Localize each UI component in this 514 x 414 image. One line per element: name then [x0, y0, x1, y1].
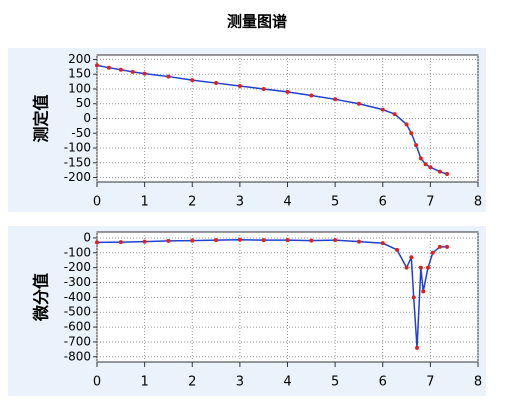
data-point	[333, 238, 338, 243]
x-tick-label: 5	[331, 375, 339, 390]
data-point	[106, 65, 111, 70]
data-point	[421, 289, 426, 294]
data-point	[414, 143, 419, 148]
x-tick-label: 4	[283, 375, 291, 390]
data-point	[142, 71, 147, 76]
y-tick-label: -300	[64, 275, 91, 289]
x-tick-label: 5	[331, 195, 339, 210]
x-tick-label: 3	[236, 375, 244, 390]
data-point	[309, 238, 314, 243]
data-point	[411, 295, 416, 300]
data-point	[95, 240, 99, 245]
x-tick-label: 6	[379, 375, 387, 390]
x-tick-label: 1	[140, 195, 148, 210]
y-axis-label: 微分值	[32, 273, 51, 322]
x-tick-label: 2	[188, 195, 196, 210]
y-tick-label: -100	[64, 141, 91, 155]
data-point	[395, 247, 400, 252]
y-tick-label: -600	[64, 320, 91, 334]
data-point	[333, 97, 338, 102]
data-point	[118, 240, 123, 245]
data-point	[425, 265, 430, 270]
chart-title: 测量图谱	[227, 13, 287, 31]
x-tick-label: 1	[140, 375, 148, 390]
y-tick-label: 50	[76, 96, 91, 110]
x-tick-label: 4	[283, 195, 291, 210]
data-point	[309, 93, 314, 98]
data-point	[380, 241, 385, 246]
data-point	[190, 78, 195, 83]
data-point	[285, 89, 290, 94]
data-point	[214, 238, 219, 243]
x-tick-label: 2	[188, 375, 196, 390]
y-tick-label: -150	[64, 155, 91, 169]
data-point	[404, 265, 409, 270]
data-point	[445, 244, 450, 249]
data-point	[166, 238, 171, 243]
data-point	[261, 86, 266, 91]
y-tick-label: -100	[64, 245, 91, 259]
data-point	[237, 84, 242, 89]
data-point	[428, 165, 433, 170]
x-tick-label: 8	[474, 195, 482, 210]
data-point	[380, 107, 385, 112]
data-point	[95, 63, 99, 68]
y-axis-label: 测定值	[32, 94, 51, 142]
data-point	[409, 131, 414, 136]
data-point	[356, 239, 361, 244]
data-point	[437, 169, 442, 174]
data-point	[118, 67, 123, 72]
y-tick-label: -50	[71, 126, 91, 140]
y-tick-label: -700	[64, 334, 91, 348]
x-tick-label: 7	[426, 375, 434, 390]
x-tick-label: 6	[379, 195, 387, 210]
x-tick-label: 3	[236, 195, 244, 210]
data-point	[392, 112, 397, 117]
data-point	[418, 156, 423, 161]
data-point	[261, 238, 266, 243]
data-point	[430, 250, 435, 255]
data-point	[237, 237, 242, 242]
y-tick-label: 0	[83, 230, 91, 244]
series-line	[96, 238, 448, 348]
y-tick-label: 100	[68, 81, 91, 95]
data-point	[404, 122, 409, 127]
data-point	[415, 345, 420, 350]
y-tick-label: -800	[64, 349, 91, 363]
y-tick-label: -500	[64, 305, 91, 319]
data-point	[418, 265, 423, 270]
y-tick-label: -400	[64, 290, 91, 304]
y-tick-label: 0	[83, 111, 91, 125]
data-point	[445, 172, 450, 177]
data-point	[409, 255, 414, 260]
y-tick-label: -200	[64, 260, 91, 274]
y-tick-label: 150	[68, 67, 91, 81]
x-tick-label: 7	[426, 195, 434, 210]
data-point	[423, 162, 428, 167]
data-point	[142, 239, 147, 244]
data-point	[285, 238, 290, 243]
data-point	[130, 69, 135, 74]
y-tick-label: 200	[68, 52, 91, 66]
data-point	[190, 238, 195, 243]
x-tick-label: 0	[93, 375, 101, 390]
data-point	[214, 81, 219, 86]
y-tick-label: -200	[64, 170, 91, 184]
data-point	[166, 74, 171, 79]
data-point	[437, 244, 442, 249]
x-tick-label: 8	[474, 375, 482, 390]
data-point	[356, 101, 361, 106]
x-tick-label: 0	[93, 195, 101, 210]
